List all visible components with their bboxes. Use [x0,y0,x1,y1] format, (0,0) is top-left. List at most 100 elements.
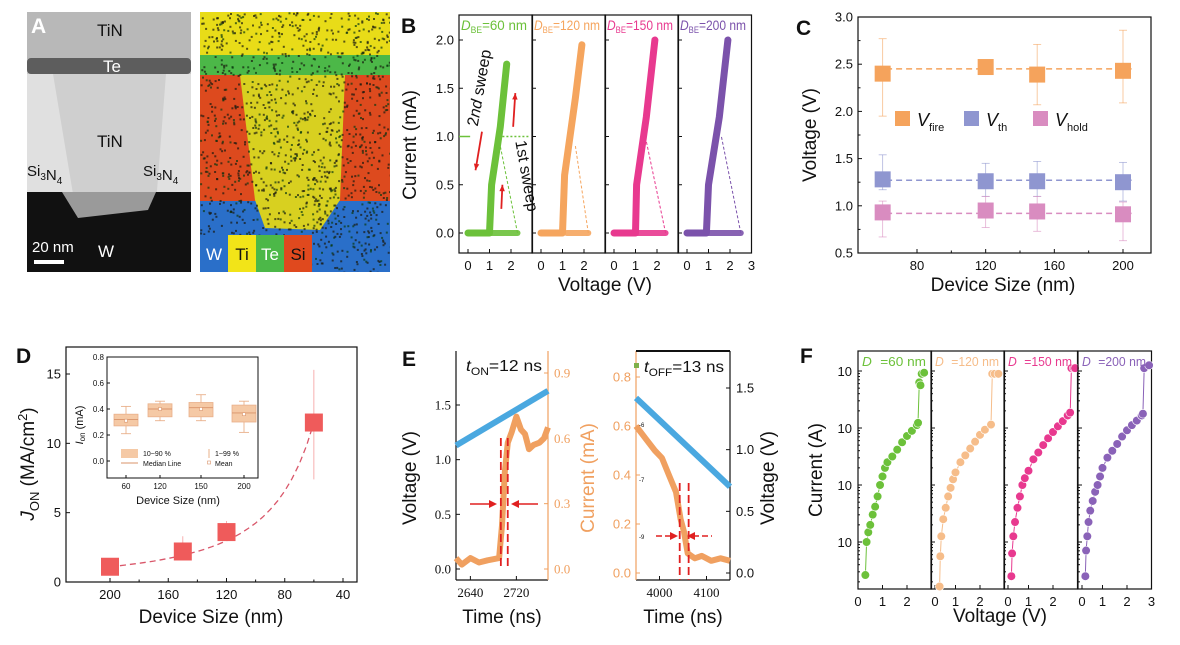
eds-noise-dot [351,151,354,154]
eds-noise-dot [278,152,281,155]
eds-noise-dot [354,14,357,17]
eds-noise-dot [333,161,336,164]
eds-noise-dot [262,181,265,184]
eds-noise-dot [286,168,288,171]
eds-noise-dot [350,236,353,239]
eds-noise-dot [377,49,380,52]
data-point [1020,473,1030,483]
eds-noise-dot [348,230,351,233]
y-tick-label: 0.9 [554,366,570,381]
eds-noise-dot [240,54,243,57]
eds-noise-dot [220,40,223,43]
eds-noise-dot [214,119,216,122]
eds-noise-dot [387,163,390,166]
x-tick-label: 40 [336,587,350,602]
eds-noise-dot [359,146,361,149]
eds-noise-dot [284,55,287,58]
eds-noise-dot [375,12,377,15]
eds-noise-dot [305,138,308,141]
eds-noise-dot [252,127,255,129]
eds-noise-dot [368,243,371,246]
y-tick-label: 0 [54,575,61,590]
eds-noise-dot [362,118,364,121]
data-point [892,445,902,455]
eds-noise-dot [351,93,354,96]
eds-noise-dot [323,70,326,73]
eds-noise-dot [351,212,354,214]
eds-noise-dot [388,39,390,42]
eds-noise-dot [283,138,286,141]
eds-noise-dot [276,114,278,117]
eds-noise-dot [218,132,221,135]
eds-noise-dot [382,19,385,22]
data-point [977,202,994,219]
x-tick-label: 160 [157,587,179,602]
eds-noise-dot [201,17,204,20]
eds-noise-dot [252,56,255,59]
eds-noise-dot [346,187,349,190]
eds-noise-dot [335,38,338,41]
eds-noise-dot [370,72,373,75]
eds-noise-dot [228,177,231,180]
y-axis-label: JON (MA/cm2) [15,407,42,521]
eds-noise-dot [309,18,312,21]
eds-noise-dot [259,96,262,99]
eds-noise-dot [331,252,334,255]
eds-noise-dot [377,87,380,90]
eds-noise-dot [353,268,356,271]
on-state-trace [683,36,732,237]
eds-noise-dot [340,260,343,263]
eds-noise-dot [299,146,302,149]
eds-noise-dot [221,150,224,153]
eds-noise-dot [323,242,326,245]
eds-noise-dot [246,71,249,74]
eds-noise-dot [377,75,380,78]
eds-noise-dot [328,123,331,126]
eds-noise-dot [327,219,330,222]
eds-noise-dot [240,201,242,204]
eds-noise-dot [292,110,295,113]
eds-noise-dot [362,28,365,31]
eds-noise-dot [347,225,350,228]
eds-noise-dot [253,106,256,109]
eds-noise-dot [221,142,224,145]
eds-noise-dot [275,110,278,113]
eds-noise-dot [293,12,295,15]
eds-noise-dot [343,216,346,218]
eds-noise-dot [388,16,390,19]
eds-noise-dot [335,137,337,140]
eds-noise-dot [211,152,214,155]
series-label: D =120 nm [935,354,999,369]
data-point [887,451,897,462]
eds-noise-dot [220,48,223,51]
panel-c: C Voltage (V) Device Size (nm) 0.5 1.0 1.5… [796,10,1152,296]
eds-noise-dot [251,180,254,183]
eds-noise-dot [247,164,250,167]
eds-noise-dot [295,113,298,116]
panel-label-e: E [402,348,416,371]
eds-noise-dot [352,184,355,187]
eds-noise-dot [274,69,277,72]
eds-noise-dot [259,13,262,16]
eds-noise-dot [311,231,314,234]
eds-noise-dot [318,245,321,248]
x-tick-label: 0 [683,258,690,273]
eds-noise-dot [340,233,343,236]
eds-noise-dot [238,20,241,23]
eds-noise-dot [281,33,283,36]
x-tick-label: 2 [580,258,587,273]
eds-noise-dot [363,58,366,61]
eds-noise-dot [275,88,278,91]
x-tick-label: 1 [1099,594,1106,609]
series-label: D =60 nm [862,354,926,369]
eds-noise-dot [216,37,218,40]
eds-legend-swatch-te [256,235,284,272]
eds-noise-dot [308,47,311,50]
eds-noise-dot [358,29,361,32]
eds-noise-dot [368,88,371,90]
eds-noise-dot [332,92,335,95]
eds-noise-dot [266,115,268,118]
eds-noise-dot [332,253,335,256]
eds-noise-dot [317,43,320,46]
